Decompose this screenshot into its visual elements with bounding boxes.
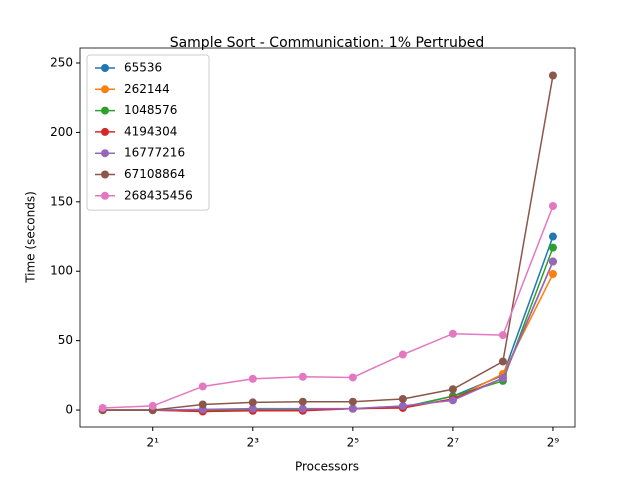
y-tick-label: 250	[50, 55, 73, 69]
data-point	[498, 331, 507, 340]
x-tick-label: 2⁹	[547, 436, 560, 450]
legend-marker	[101, 170, 109, 179]
legend-marker	[101, 106, 109, 115]
y-tick-label: 150	[50, 194, 73, 208]
data-point	[498, 374, 507, 383]
data-point	[548, 232, 557, 241]
y-axis-label: Time (seconds)	[24, 191, 38, 284]
data-point	[548, 201, 557, 210]
data-point	[348, 397, 357, 406]
legend-marker	[101, 149, 109, 158]
legend-marker	[101, 127, 109, 136]
data-point	[298, 404, 307, 413]
legend-label: 262144	[124, 82, 170, 96]
x-tick-label: 2¹	[147, 436, 160, 450]
data-point	[248, 398, 257, 407]
data-point	[98, 403, 107, 412]
data-point	[198, 382, 207, 391]
x-tick-label: 2³	[247, 436, 260, 450]
y-tick-label: 200	[50, 125, 73, 139]
data-point	[498, 357, 507, 366]
series-line	[102, 205, 554, 409]
plot-frame	[79, 47, 576, 428]
data-point	[298, 397, 307, 406]
data-point	[348, 373, 357, 382]
data-point	[398, 350, 407, 359]
series-line	[102, 75, 554, 411]
legend-label: 268435456	[124, 188, 193, 202]
data-point	[548, 71, 557, 80]
legend-label: 65536	[124, 61, 162, 75]
y-tick-label: 100	[50, 264, 73, 278]
y-tick-label: 50	[58, 333, 73, 347]
legend-marker	[101, 191, 109, 200]
legend-label: 16777216	[124, 146, 185, 160]
y-tick-label: 0	[65, 403, 73, 417]
legend-label: 1048576	[124, 103, 177, 117]
data-point	[448, 329, 457, 338]
legend-marker	[101, 85, 109, 94]
data-point	[548, 270, 557, 279]
data-point	[548, 243, 557, 252]
data-point	[298, 372, 307, 381]
data-point	[148, 401, 157, 410]
x-tick-label: 2⁷	[447, 436, 460, 450]
data-point	[398, 394, 407, 403]
chart-title: Sample Sort - Communication: 1% Pertrube…	[170, 35, 485, 51]
legend-label: 67108864	[124, 167, 185, 181]
data-point	[398, 401, 407, 410]
x-axis-label: Processors	[295, 460, 359, 474]
legend-box	[86, 54, 210, 211]
data-point	[248, 404, 257, 413]
data-point	[248, 374, 257, 383]
series-line	[102, 261, 554, 411]
data-point	[548, 257, 557, 266]
x-tick-label: 2⁵	[347, 436, 360, 450]
legend-marker	[101, 64, 109, 72]
legend-label: 4194304	[124, 124, 177, 138]
data-point	[198, 400, 207, 409]
data-point	[448, 396, 457, 405]
data-point	[448, 385, 457, 394]
data-point	[348, 404, 357, 413]
